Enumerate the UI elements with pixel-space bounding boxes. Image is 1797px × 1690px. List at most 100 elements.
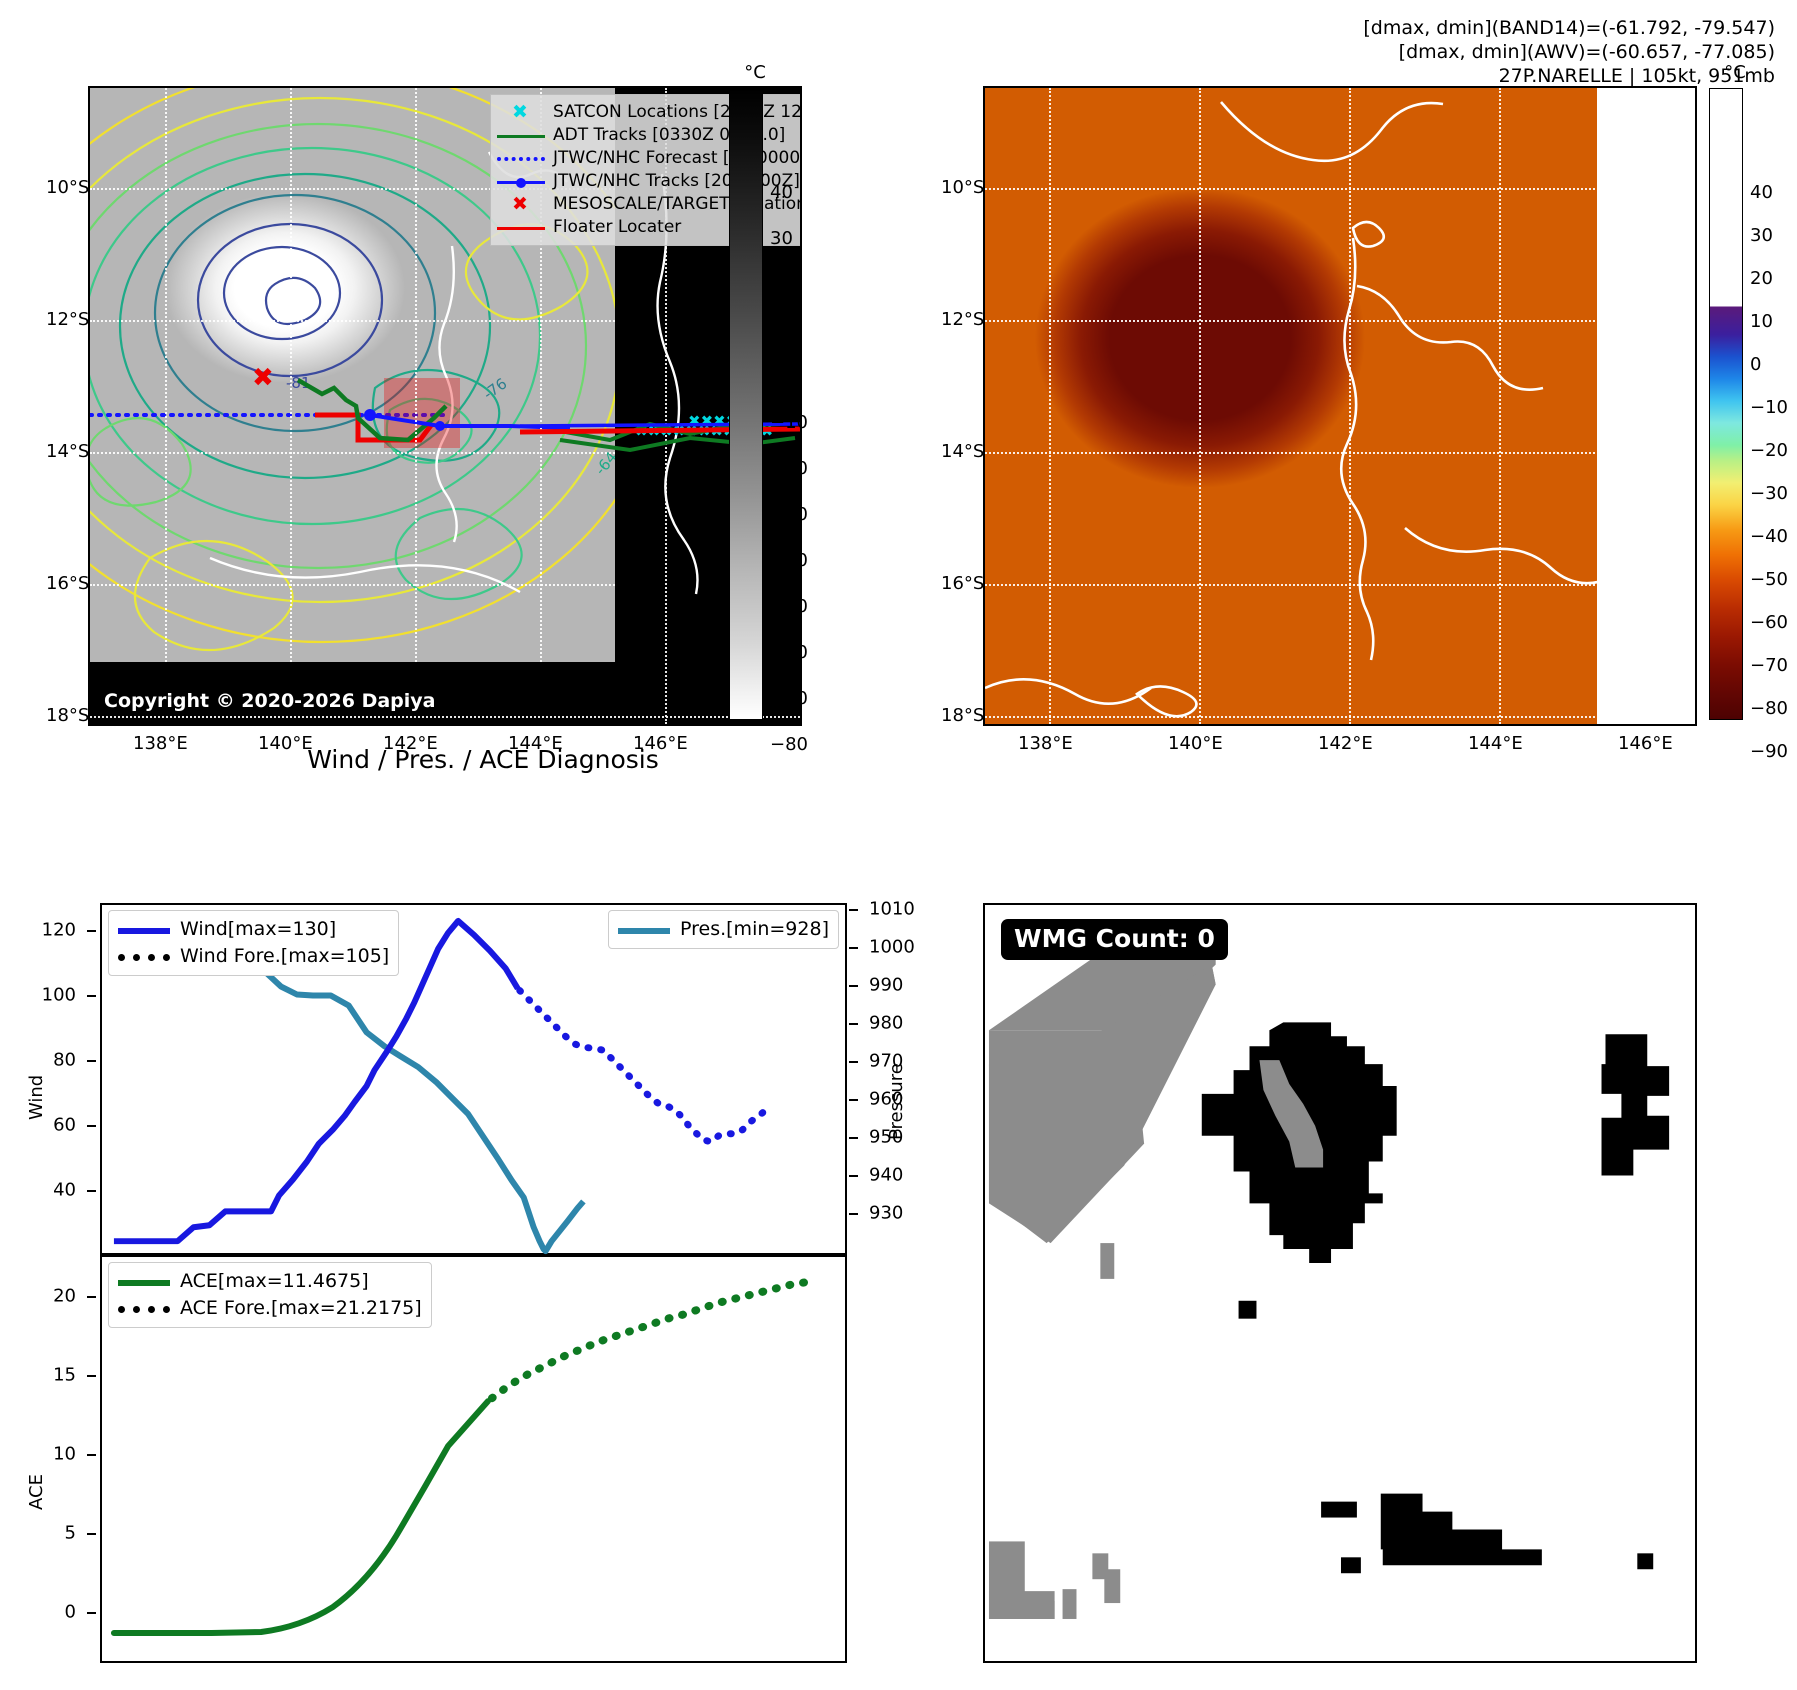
lon-tick-138e: 138°E: [133, 733, 188, 754]
right-coastline: [985, 101, 1612, 718]
ytick: 950: [869, 1126, 904, 1148]
cbtick: 40: [770, 182, 793, 203]
legend-label: ADT Tracks [0330Z 0.0 0.0]: [553, 125, 786, 145]
lon-tick-140e: 140°E: [258, 733, 313, 754]
legend-row-wind-forecast: Wind Fore.[max=105]: [118, 943, 389, 970]
ytick: 20: [53, 1285, 76, 1307]
stats-storm: 27P.NARELLE | 105kt, 951mb: [1498, 65, 1775, 87]
lat-tick-12s-right: 12°S: [941, 309, 985, 330]
legend-row-wind: Wind[max=130]: [118, 916, 389, 943]
cbtick: 20: [1750, 268, 1773, 289]
wind-line-icon: [118, 923, 170, 937]
lon-tick-144e-right: 144°E: [1468, 733, 1523, 754]
jtwc-track-line-icon: [497, 174, 545, 190]
wind-pressure-chart[interactable]: Wind[max=130] Wind Fore.[max=105] Pres.[…: [100, 903, 847, 1255]
right-map-panel[interactable]: [983, 86, 1697, 726]
mesoscale-target-marker: ✖: [252, 363, 274, 393]
floater-locater: [315, 412, 434, 443]
satcon-x-icon: ✖: [512, 100, 528, 123]
left-map-panel[interactable]: -81 -76 -64 ✖: [88, 86, 802, 726]
wind-series: [113, 917, 521, 1245]
lat-tick-14s-right: 14°S: [941, 441, 985, 462]
cbtick: −20: [1750, 440, 1788, 461]
legend-item-floater: Floater Locater: [497, 216, 800, 239]
cbtick: −40: [1750, 526, 1788, 547]
ytick: 80: [53, 1049, 76, 1071]
ytick: 100: [41, 984, 76, 1006]
cbtick: 0: [770, 366, 782, 387]
ytick: 940: [869, 1164, 904, 1186]
right-colorbar-title: °C: [1724, 62, 1746, 83]
cbtick: −40: [770, 550, 808, 571]
wmg-panel[interactable]: WMG Count: 0: [983, 903, 1697, 1663]
ace-chart[interactable]: ACE[max=11.4675] ACE Fore.[max=21.2175]: [100, 1255, 847, 1663]
wmg-gray-cells: [988, 948, 1216, 1619]
lon-tick-146e-right: 146°E: [1618, 733, 1673, 754]
ytick: 1010: [869, 898, 915, 920]
cbtick: −10: [1750, 397, 1788, 418]
lat-tick-10s-right: 10°S: [941, 177, 985, 198]
left-colorbar-ticks: 40 30 20 10 0 −10 −20 −30 −40 −50 −60 −7…: [770, 88, 830, 755]
stats-band14: [dmax, dmin](BAND14)=(-61.792, -79.547): [1363, 17, 1775, 39]
wind-forecast-dotted-icon: [118, 950, 170, 964]
cbtick: −60: [770, 642, 808, 663]
lon-tick-142e: 142°E: [383, 733, 438, 754]
wind-legend: Wind[max=130] Wind Fore.[max=105]: [108, 910, 400, 976]
ytick: 960: [869, 1088, 904, 1110]
right-colorbar[interactable]: [1709, 88, 1743, 720]
legend-label: SATCON Locations [2100Z 125 935]: [553, 102, 802, 122]
cbtick: −20: [770, 458, 808, 479]
cbtick: 40: [1750, 182, 1773, 203]
jtwc-forecast-dotted-icon: [497, 151, 545, 167]
cbtick: −80: [1750, 698, 1788, 719]
legend-label: Wind[max=130]: [180, 918, 337, 940]
ytick: 120: [41, 919, 76, 941]
left-colorbar-title: °C: [744, 62, 766, 83]
ace-plot: [110, 1276, 817, 1636]
wind-y-axis: 120 100 80 60 40: [0, 903, 98, 1255]
floater-line-icon: [497, 220, 545, 236]
cbtick: −50: [1750, 569, 1788, 590]
ytick: 970: [869, 1050, 904, 1072]
ace-series: [110, 1398, 491, 1636]
legend-label: Wind Fore.[max=105]: [180, 945, 390, 967]
contour-label: -81: [286, 374, 311, 392]
left-colorbar[interactable]: [729, 88, 763, 720]
ytick: 15: [53, 1364, 76, 1386]
wmg-bitmap: [988, 948, 1670, 1619]
legend-label: ACE Fore.[max=21.2175]: [180, 1297, 422, 1319]
stats-awv: [dmax, dmin](AWV)=(-60.657, -77.085): [1398, 41, 1775, 63]
cbtick: −30: [770, 504, 808, 525]
ytick: 5: [64, 1522, 76, 1544]
cbtick: −60: [1750, 612, 1788, 633]
ace-y-axis: 20 15 10 5 0: [0, 1255, 98, 1663]
legend-label: JTWC/NHC Forecast [20/0000Z]: [553, 148, 802, 168]
cbtick: −50: [770, 596, 808, 617]
ace-legend: ACE[max=11.4675] ACE Fore.[max=21.2175]: [108, 1262, 432, 1328]
cbtick: 10: [770, 320, 793, 341]
ace-line-icon: [118, 1275, 170, 1289]
pressure-legend: Pres.[min=928]: [608, 910, 839, 949]
lon-tick-144e: 144°E: [508, 733, 563, 754]
lat-tick-18s: 18°S: [46, 705, 90, 726]
cbtick: 30: [1750, 225, 1773, 246]
cbtick: 0: [1750, 354, 1762, 375]
copyright-notice: Copyright © 2020-2026 Dapiya: [96, 687, 444, 716]
cbtick: 30: [770, 228, 793, 249]
ytick: 990: [869, 974, 904, 996]
legend-item-adt: ADT Tracks [0330Z 0.0 0.0]: [497, 124, 800, 147]
legend-label: MESOSCALE/TARGET Location: [553, 194, 802, 214]
lat-tick-10s: 10°S: [46, 177, 90, 198]
ytick: 10: [53, 1443, 76, 1465]
right-map-white-margin: [1597, 88, 1695, 724]
cbtick: 20: [770, 274, 793, 295]
lon-tick-142e-right: 142°E: [1318, 733, 1373, 754]
ytick: 0: [64, 1601, 76, 1623]
cbtick: −90: [1750, 741, 1788, 762]
ytick: 40: [53, 1179, 76, 1201]
pressure-line-icon: [618, 923, 670, 937]
legend-row-ace: ACE[max=11.4675]: [118, 1268, 422, 1295]
pressure-y-axis: 1010 1000 990 980 970 960 950 940 930: [847, 899, 957, 1255]
legend-label: Pres.[min=928]: [680, 918, 829, 940]
header-stats: [dmax, dmin](BAND14)=(-61.792, -79.547) …: [1363, 16, 1775, 88]
